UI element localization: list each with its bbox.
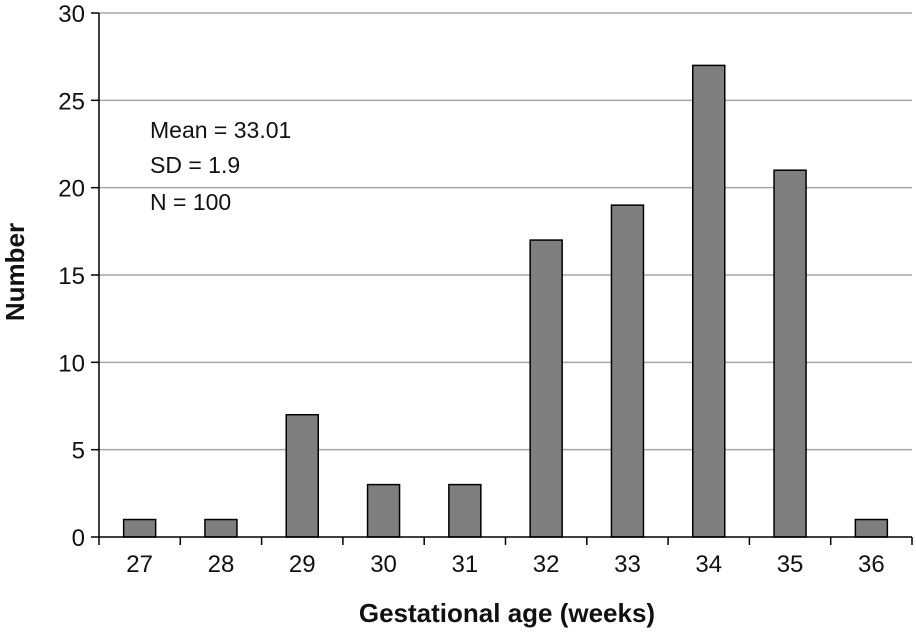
y-tick-label-30: 30 bbox=[58, 1, 85, 28]
y-axis-title: Number bbox=[0, 223, 30, 321]
y-tick-label-0: 0 bbox=[72, 525, 85, 552]
x-tick-label-31: 31 bbox=[451, 551, 478, 578]
bar-30 bbox=[366, 483, 401, 538]
y-tick-label-15: 15 bbox=[58, 263, 85, 290]
annotation-mean: Mean = 33.01 bbox=[150, 117, 291, 143]
x-tick-label-32: 32 bbox=[533, 551, 560, 578]
y-tick-label-5: 5 bbox=[72, 438, 85, 465]
x-tick-label-30: 30 bbox=[370, 551, 397, 578]
y-tick-label-20: 20 bbox=[58, 176, 85, 203]
bar-34 bbox=[692, 64, 726, 538]
bar-27 bbox=[122, 518, 157, 538]
bar-36 bbox=[854, 518, 889, 538]
bar-28 bbox=[204, 518, 238, 538]
bar-35 bbox=[773, 169, 807, 538]
annotation-n: N = 100 bbox=[150, 189, 231, 215]
x-axis-ticks: 27 28 29 30 31 32 33 34 35 36 bbox=[98, 537, 913, 578]
x-tick-label-27: 27 bbox=[126, 551, 153, 578]
y-tick-label-25: 25 bbox=[58, 88, 85, 115]
x-tick-label-36: 36 bbox=[858, 551, 885, 578]
bar-29 bbox=[285, 413, 319, 538]
x-tick-label-29: 29 bbox=[289, 551, 316, 578]
bar-32 bbox=[529, 239, 563, 538]
bar-33 bbox=[610, 204, 645, 538]
x-axis-title: Gestational age (weeks) bbox=[359, 598, 655, 628]
x-tick-label-34: 34 bbox=[695, 551, 722, 578]
annotation-sd: SD = 1.9 bbox=[150, 152, 240, 178]
x-tick-label-35: 35 bbox=[777, 551, 804, 578]
y-axis-ticks: 0 5 10 15 20 25 30 bbox=[58, 1, 99, 552]
x-tick-label-33: 33 bbox=[614, 551, 641, 578]
x-tick-label-28: 28 bbox=[208, 551, 235, 578]
y-tick-label-10: 10 bbox=[58, 350, 85, 377]
bar-31 bbox=[448, 483, 482, 538]
statistics-annotation: Mean = 33.01 SD = 1.9 N = 100 bbox=[150, 117, 291, 215]
